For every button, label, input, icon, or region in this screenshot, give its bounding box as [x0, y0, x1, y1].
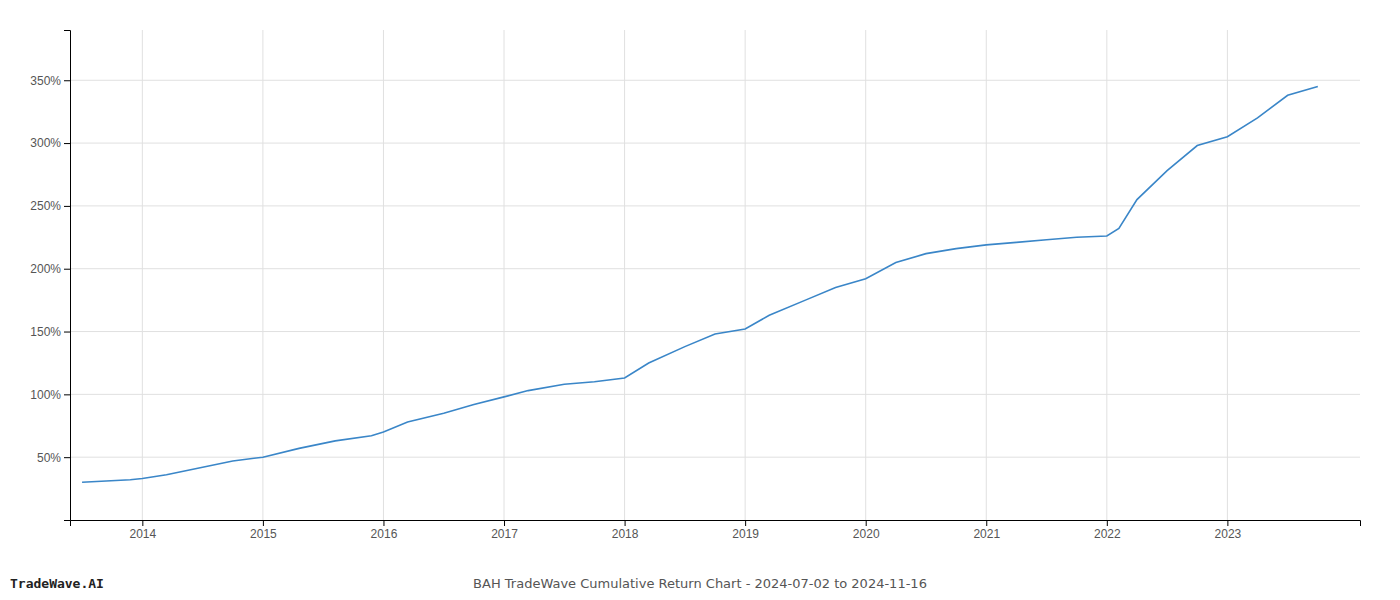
y-tick-label: 250% — [30, 199, 61, 213]
grid-line-x — [1106, 30, 1107, 520]
grid-line-y — [70, 331, 1360, 332]
x-tick-label: 2018 — [612, 527, 639, 541]
x-tick-mark — [142, 520, 143, 526]
x-tick-mark — [1107, 520, 1108, 526]
grid-line-y — [70, 80, 1360, 81]
chart: 2014 2015 2016 2017 2018 2019 2020 2021 2022 2023… — [0, 0, 1400, 600]
y-tick: 150% — [30, 325, 70, 339]
y-tick-mark — [64, 80, 70, 81]
annotation: TradeWave.AI — [10, 576, 104, 591]
y-tick-label: 100% — [30, 388, 61, 402]
y-tick-label: 300% — [30, 136, 61, 150]
x-tick: 2023 — [1215, 520, 1242, 541]
x-tick-label: 2020 — [853, 527, 880, 541]
y-tick-label: 200% — [30, 262, 61, 276]
x-tick-label: 2017 — [491, 527, 518, 541]
y-tick: 100% — [30, 388, 70, 402]
x-tick-label: 2022 — [1094, 527, 1121, 541]
y-tick-mark — [64, 206, 70, 207]
grid-line-x — [624, 30, 625, 520]
y-tick: 200% — [30, 262, 70, 276]
x-tick: 2014 — [129, 520, 156, 541]
grid-line-x — [745, 30, 746, 520]
x-axis-line — [71, 521, 1361, 527]
x-axis: 2014 2015 2016 2017 2018 2019 2020 2021 2022 2023 — [71, 520, 1361, 541]
y-axis-line — [64, 31, 71, 521]
x-tick: 2017 — [491, 520, 518, 541]
x-tick-mark — [504, 520, 505, 526]
grid-line-x — [142, 30, 143, 520]
plot-area: 2014 2015 2016 2017 2018 2019 2020 2021 2022 2023… — [30, 30, 1360, 541]
grid-line-x — [504, 30, 505, 520]
x-tick: 2019 — [732, 520, 759, 541]
grid-line-x — [262, 30, 263, 520]
marks — [82, 87, 1318, 483]
y-tick-mark — [64, 394, 70, 395]
x-tick: 2018 — [612, 520, 639, 541]
x-tick-label: 2015 — [250, 527, 277, 541]
y-tick-mark — [64, 332, 70, 333]
y-tick-mark — [64, 457, 70, 458]
grid-line-x — [383, 30, 384, 520]
y-tick-label: 50% — [37, 451, 61, 465]
grid-line-y — [70, 394, 1360, 395]
y-tick-mark — [64, 143, 70, 144]
x-tick-label: 2021 — [973, 527, 1000, 541]
grid — [70, 30, 1360, 520]
y-tick: 50% — [37, 451, 70, 465]
grid-line-y — [70, 143, 1360, 144]
y-tick-mark — [64, 269, 70, 270]
x-tick-mark — [383, 520, 384, 526]
y-axis: 50% 100% 150% 200% 250% 300% 350% — [30, 31, 70, 521]
grid-line-x — [1227, 30, 1228, 520]
x-tick: 2016 — [371, 520, 398, 541]
x-tick-label: 2023 — [1215, 527, 1242, 541]
title: BAH TradeWave Cumulative Return Chart - … — [473, 576, 927, 591]
line — [82, 87, 1318, 483]
y-tick-label: 150% — [30, 325, 61, 339]
x-tick-mark — [263, 520, 264, 526]
x-tick-label: 2014 — [129, 527, 156, 541]
x-tick-mark — [986, 520, 987, 526]
grid-line-x — [986, 30, 987, 520]
x-tick-label: 2019 — [732, 527, 759, 541]
x-tick: 2021 — [973, 520, 1000, 541]
y-tick: 350% — [30, 74, 70, 88]
x-tick-label: 2016 — [371, 527, 398, 541]
x-tick-mark — [745, 520, 746, 526]
x-tick: 2015 — [250, 520, 277, 541]
y-tick-label: 350% — [30, 74, 61, 88]
y-tick: 300% — [30, 136, 70, 150]
x-tick-mark — [866, 520, 867, 526]
grid-line-y — [70, 268, 1360, 269]
y-tick: 250% — [30, 199, 70, 213]
x-tick-mark — [625, 520, 626, 526]
x-tick: 2020 — [853, 520, 880, 541]
grid-line-x — [865, 30, 866, 520]
x-tick: 2022 — [1094, 520, 1121, 541]
grid-line-y — [70, 205, 1360, 206]
x-tick-mark — [1227, 520, 1228, 526]
